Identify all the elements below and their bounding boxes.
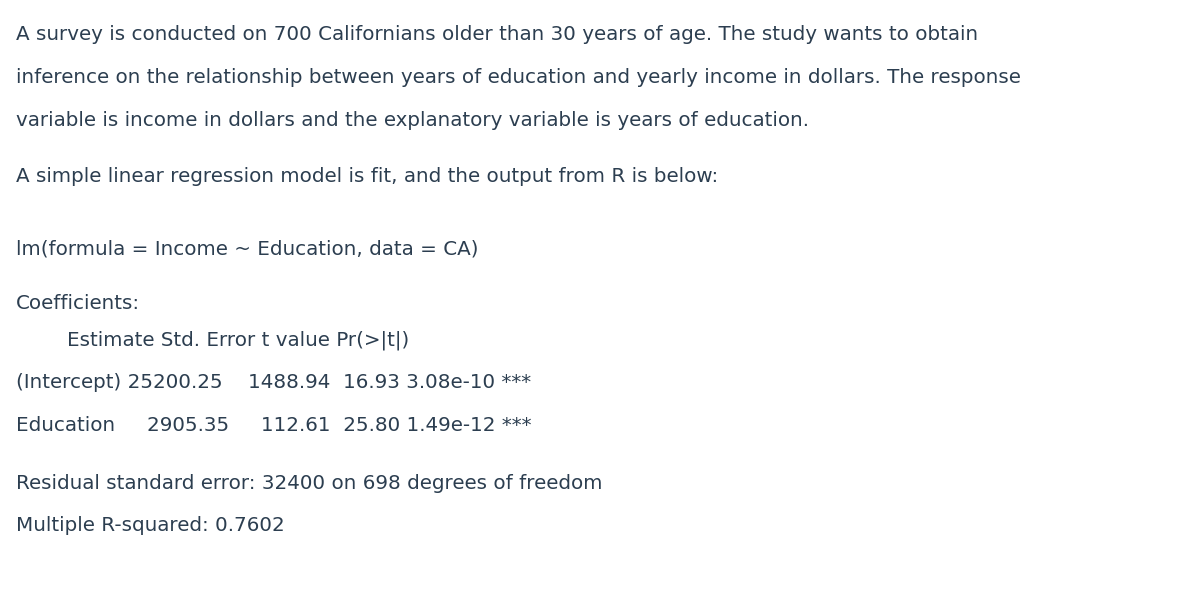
Text: (Intercept) 25200.25    1488.94  16.93 3.08e-10 ***: (Intercept) 25200.25 1488.94 16.93 3.08e… [16,373,530,392]
Text: Estimate Std. Error t value Pr(>|t|): Estimate Std. Error t value Pr(>|t|) [16,331,409,350]
Text: Residual standard error: 32400 on 698 degrees of freedom: Residual standard error: 32400 on 698 de… [16,474,602,493]
Text: inference on the relationship between years of education and yearly income in do: inference on the relationship between ye… [16,68,1020,87]
Text: Education     2905.35     112.61  25.80 1.49e-12 ***: Education 2905.35 112.61 25.80 1.49e-12 … [16,416,532,435]
Text: Coefficients:: Coefficients: [16,294,139,313]
Text: lm(formula = Income ~ Education, data = CA): lm(formula = Income ~ Education, data = … [16,239,478,258]
Text: variable is income in dollars and the explanatory variable is years of education: variable is income in dollars and the ex… [16,111,809,130]
Text: A survey is conducted on 700 Californians older than 30 years of age. The study : A survey is conducted on 700 Californian… [16,25,978,44]
Text: A simple linear regression model is fit, and the output from R is below:: A simple linear regression model is fit,… [16,167,718,187]
Text: Multiple R-squared: 0.7602: Multiple R-squared: 0.7602 [16,516,284,535]
